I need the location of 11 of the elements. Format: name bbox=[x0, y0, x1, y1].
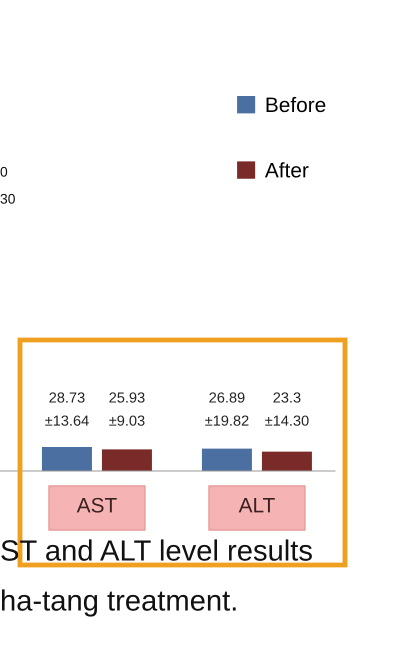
text: 0 bbox=[0, 166, 8, 177]
data-label: 28.73 ±13.64 bbox=[45, 392, 89, 426]
legend-label: Before bbox=[266, 96, 326, 112]
data-label: 23.3 ±14.30 bbox=[265, 392, 309, 426]
text: ha-tang treatment. bbox=[2, 589, 236, 617]
x-tick-label: ALT bbox=[238, 498, 275, 512]
data-label: 25.93 ±9.03 bbox=[109, 392, 145, 426]
x-tick-label: AST bbox=[76, 498, 117, 513]
legend-label: After bbox=[264, 162, 309, 178]
text: 30 bbox=[0, 194, 15, 204]
data-label: 26.89 ±19.82 bbox=[205, 392, 248, 426]
